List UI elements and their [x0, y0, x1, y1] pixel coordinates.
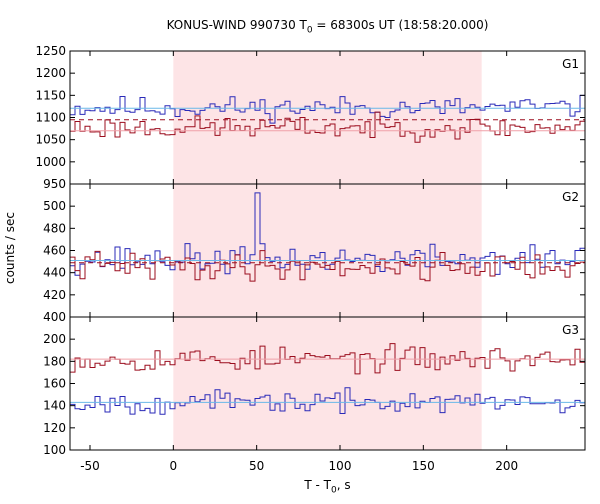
panel-g3: 100 120 140 160 180 200 G3 -50 0 50 100 150 200: [43, 316, 586, 473]
x-tick-label: 50: [249, 459, 264, 473]
y-axis-label: counts / sec: [3, 212, 17, 285]
chart-title-subscript: 0: [306, 25, 313, 36]
y-tick-label: 1000: [35, 155, 66, 169]
y-tick-label: 950: [43, 177, 66, 191]
y-tick-label: 140: [43, 399, 66, 413]
y-tick-label: 180: [43, 354, 66, 368]
y-tick-label: 400: [43, 310, 66, 324]
x-tick-label: 0: [170, 459, 178, 473]
chart-title-main: KONUS-WIND 990730 T: [166, 18, 307, 32]
x-tick-label: 200: [495, 459, 518, 473]
y-tick-label: 480: [43, 221, 66, 235]
series-red-step: [70, 343, 585, 375]
series-red-step: [70, 111, 585, 143]
y-tick-label: 460: [43, 244, 66, 258]
panel-label: G1: [562, 57, 579, 71]
panel-g2: 400 420 440 460 480 500 G2: [43, 183, 586, 324]
x-tick-label: 100: [329, 459, 352, 473]
shaded-interval: [173, 317, 482, 450]
y-tick-label: 1150: [35, 88, 66, 102]
y-tick-label: 1050: [35, 133, 66, 147]
panel-label: G2: [562, 190, 579, 204]
y-tick-label: 440: [43, 266, 66, 280]
y-tick-label: 200: [43, 332, 66, 346]
x-axis-label-rest: , s: [336, 478, 351, 492]
x-tick-label: -50: [80, 459, 100, 473]
y-tick-label: 100: [43, 443, 66, 457]
x-axis-label: T - T0, s: [70, 478, 585, 495]
chart-title-rest: = 68300s UT (18:58:20.000): [312, 18, 489, 32]
y-tick-label: 120: [43, 421, 66, 435]
series-blue-step: [70, 387, 585, 415]
y-tick-label: 160: [43, 377, 66, 391]
series-blue-step: [70, 192, 585, 276]
x-axis-label-main: T - T: [304, 478, 331, 492]
x-tick-label: 150: [412, 459, 435, 473]
panel-label: G3: [562, 323, 579, 337]
y-tick-label: 1100: [35, 111, 66, 125]
panel-g1: 950 1000 1050 1100 1150 1200 1250 G1: [35, 44, 586, 191]
chart-title: KONUS-WIND 990730 T0 = 68300s UT (18:58:…: [70, 18, 585, 35]
y-tick-label: 1200: [35, 66, 66, 80]
y-tick-label: 420: [43, 288, 66, 302]
y-tick-label: 1250: [35, 44, 66, 58]
y-tick-label: 500: [43, 199, 66, 213]
shaded-interval: [173, 51, 482, 184]
x-axis-label-subscript: 0: [331, 485, 337, 496]
